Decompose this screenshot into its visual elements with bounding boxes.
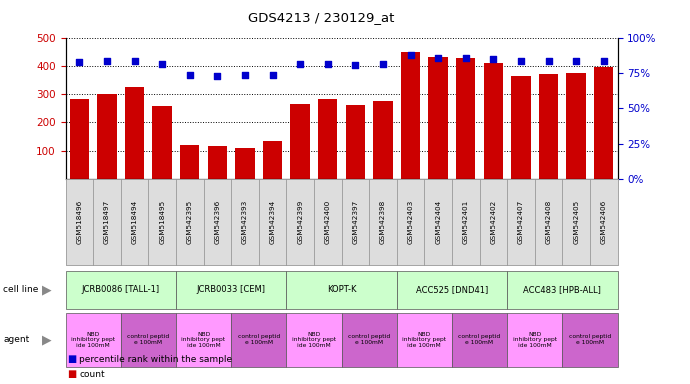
Text: control peptid
e 100mM: control peptid e 100mM bbox=[237, 334, 280, 345]
Text: GSM542399: GSM542399 bbox=[297, 200, 303, 244]
Text: NBD
inhibitory pept
ide 100mM: NBD inhibitory pept ide 100mM bbox=[71, 331, 115, 348]
Text: GSM518495: GSM518495 bbox=[159, 200, 165, 244]
Text: KOPT-K: KOPT-K bbox=[327, 285, 356, 295]
Bar bbox=[346, 105, 365, 179]
Text: ■: ■ bbox=[68, 354, 77, 364]
Bar bbox=[318, 99, 337, 179]
Bar bbox=[456, 58, 475, 179]
Text: NBD
inhibitory pept
ide 100mM: NBD inhibitory pept ide 100mM bbox=[402, 331, 446, 348]
Point bbox=[377, 61, 388, 67]
Text: GDS4213 / 230129_at: GDS4213 / 230129_at bbox=[248, 12, 394, 25]
Point bbox=[488, 56, 499, 63]
Bar bbox=[566, 73, 586, 179]
Point bbox=[184, 72, 195, 78]
Text: agent: agent bbox=[3, 335, 30, 344]
Point bbox=[129, 58, 140, 64]
Point bbox=[267, 72, 278, 78]
Point bbox=[350, 62, 361, 68]
Point bbox=[212, 73, 223, 79]
Text: percentile rank within the sample: percentile rank within the sample bbox=[79, 354, 233, 364]
Point bbox=[101, 58, 112, 64]
Text: control peptid
e 100mM: control peptid e 100mM bbox=[127, 334, 170, 345]
Text: GSM542403: GSM542403 bbox=[408, 200, 413, 244]
Bar bbox=[263, 141, 282, 179]
Bar bbox=[235, 148, 255, 179]
Text: cell line: cell line bbox=[3, 285, 39, 295]
Text: GSM542394: GSM542394 bbox=[270, 200, 275, 244]
Text: JCRB0086 [TALL-1]: JCRB0086 [TALL-1] bbox=[81, 285, 160, 295]
Text: JCRB0033 [CEM]: JCRB0033 [CEM] bbox=[197, 285, 266, 295]
Text: control peptid
e 100mM: control peptid e 100mM bbox=[348, 334, 391, 345]
Text: ACC483 [HPB-ALL]: ACC483 [HPB-ALL] bbox=[524, 285, 601, 295]
Text: GSM542397: GSM542397 bbox=[353, 200, 358, 244]
Text: GSM542393: GSM542393 bbox=[242, 200, 248, 244]
Text: GSM518494: GSM518494 bbox=[132, 200, 137, 244]
Bar bbox=[484, 63, 503, 179]
Text: GSM542396: GSM542396 bbox=[215, 200, 220, 244]
Text: GSM542408: GSM542408 bbox=[546, 200, 551, 244]
Point bbox=[157, 61, 168, 67]
Text: ACC525 [DND41]: ACC525 [DND41] bbox=[416, 285, 488, 295]
Text: ▶: ▶ bbox=[42, 283, 52, 296]
Point bbox=[543, 58, 554, 64]
Text: count: count bbox=[79, 370, 105, 379]
Text: GSM542395: GSM542395 bbox=[187, 200, 193, 244]
Point bbox=[322, 61, 333, 67]
Point bbox=[571, 58, 582, 64]
Text: GSM542401: GSM542401 bbox=[463, 200, 469, 244]
Bar bbox=[70, 99, 89, 179]
Text: GSM542406: GSM542406 bbox=[601, 200, 607, 244]
Bar bbox=[152, 106, 172, 179]
Point bbox=[460, 55, 471, 61]
Point bbox=[239, 72, 250, 78]
Bar bbox=[97, 94, 117, 179]
Text: control peptid
e 100mM: control peptid e 100mM bbox=[458, 334, 501, 345]
Point bbox=[598, 58, 609, 64]
Point bbox=[295, 61, 306, 67]
Point bbox=[74, 59, 85, 65]
Bar bbox=[373, 101, 393, 179]
Bar bbox=[428, 57, 448, 179]
Bar bbox=[125, 88, 144, 179]
Text: ▶: ▶ bbox=[42, 333, 52, 346]
Text: GSM542404: GSM542404 bbox=[435, 200, 441, 244]
Text: GSM542398: GSM542398 bbox=[380, 200, 386, 244]
Bar bbox=[401, 53, 420, 179]
Text: GSM542407: GSM542407 bbox=[518, 200, 524, 244]
Point bbox=[405, 52, 416, 58]
Bar bbox=[511, 76, 531, 179]
Bar bbox=[180, 145, 199, 179]
Bar bbox=[594, 67, 613, 179]
Text: GSM542400: GSM542400 bbox=[325, 200, 331, 244]
Text: NBD
inhibitory pept
ide 100mM: NBD inhibitory pept ide 100mM bbox=[513, 331, 557, 348]
Text: GSM542405: GSM542405 bbox=[573, 200, 579, 244]
Point bbox=[433, 55, 444, 61]
Text: GSM518497: GSM518497 bbox=[104, 200, 110, 244]
Text: NBD
inhibitory pept
ide 100mM: NBD inhibitory pept ide 100mM bbox=[292, 331, 336, 348]
Bar bbox=[539, 74, 558, 179]
Text: ■: ■ bbox=[68, 369, 77, 379]
Text: control peptid
e 100mM: control peptid e 100mM bbox=[569, 334, 611, 345]
Bar bbox=[208, 146, 227, 179]
Text: GSM518496: GSM518496 bbox=[77, 200, 82, 244]
Text: NBD
inhibitory pept
ide 100mM: NBD inhibitory pept ide 100mM bbox=[181, 331, 226, 348]
Point bbox=[515, 58, 526, 64]
Bar bbox=[290, 104, 310, 179]
Text: GSM542402: GSM542402 bbox=[491, 200, 496, 244]
